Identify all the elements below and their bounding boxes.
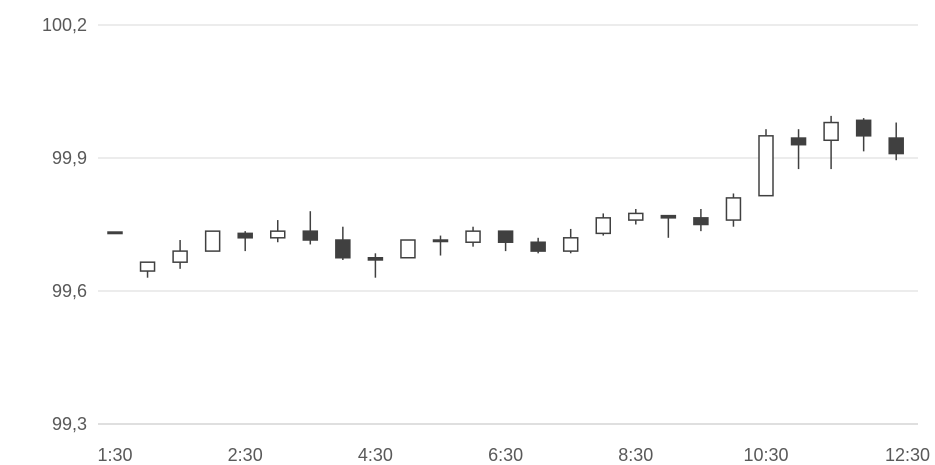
candle (725, 193, 742, 227)
candle-body-up (595, 217, 611, 235)
candle (790, 129, 807, 170)
candle-body-down (335, 239, 351, 259)
candle (888, 122, 904, 161)
y-tick-label: 100,2 (42, 15, 87, 35)
x-axis-ticks: 1:30 2:30 4:30 6:30 8:30 10:30 12:30 (97, 445, 930, 465)
candle-body-up (823, 121, 839, 142)
candle-body-down (888, 137, 904, 155)
candle (107, 231, 123, 235)
candle (758, 129, 774, 197)
candle-body-up (107, 231, 123, 235)
candle (432, 235, 449, 256)
candle (562, 228, 579, 254)
candle (204, 230, 221, 252)
candle-body-up (204, 230, 221, 252)
candle (530, 237, 546, 254)
candle-body-up (758, 135, 774, 197)
candle (660, 214, 677, 238)
candle-body-down (790, 137, 807, 146)
candle (465, 226, 481, 247)
candle (400, 239, 416, 259)
candle-body-down (693, 217, 709, 226)
candle (497, 230, 514, 252)
candle (237, 231, 253, 252)
candle-body-down (302, 230, 319, 241)
candle-body-up (139, 261, 156, 272)
candle-body-down (497, 230, 514, 243)
candle-body-down (855, 119, 872, 137)
x-tick-label: 8:30 (618, 445, 653, 465)
x-tick-label: 4:30 (358, 445, 393, 465)
candle (693, 208, 709, 232)
gridlines (98, 24, 918, 425)
candle-body-down (660, 214, 677, 219)
candle (855, 118, 872, 152)
candle-body-up (725, 197, 742, 221)
candle (823, 115, 839, 170)
candle-body-up (270, 230, 286, 239)
x-tick-label: 10:30 (743, 445, 788, 465)
candle-body-up (465, 230, 481, 243)
candle (172, 240, 188, 269)
candle (139, 261, 156, 278)
x-tick-label: 12:30 (885, 445, 930, 465)
y-tick-label: 99,3 (52, 414, 87, 434)
candle (367, 253, 384, 278)
y-tick-label: 99,6 (52, 281, 87, 301)
candle (270, 220, 286, 243)
candle-body-up (628, 212, 644, 221)
candle (628, 208, 644, 225)
candles (107, 115, 904, 278)
candle-body-up (432, 239, 449, 243)
candle (302, 211, 319, 245)
y-tick-label: 99,9 (52, 148, 87, 168)
candle-body-down (237, 232, 253, 239)
candle (335, 226, 351, 260)
x-tick-label: 2:30 (228, 445, 263, 465)
candle-body-up (400, 239, 416, 259)
y-axis-ticks: 100,2 99,9 99,6 99,3 (42, 15, 87, 434)
candle (595, 213, 611, 236)
x-tick-label: 1:30 (97, 445, 132, 465)
candle-body-up (562, 237, 579, 252)
x-tick-label: 6:30 (488, 445, 523, 465)
candle-body-up (172, 250, 188, 263)
candle-body-down (367, 257, 384, 261)
candle-body-down (530, 241, 546, 252)
